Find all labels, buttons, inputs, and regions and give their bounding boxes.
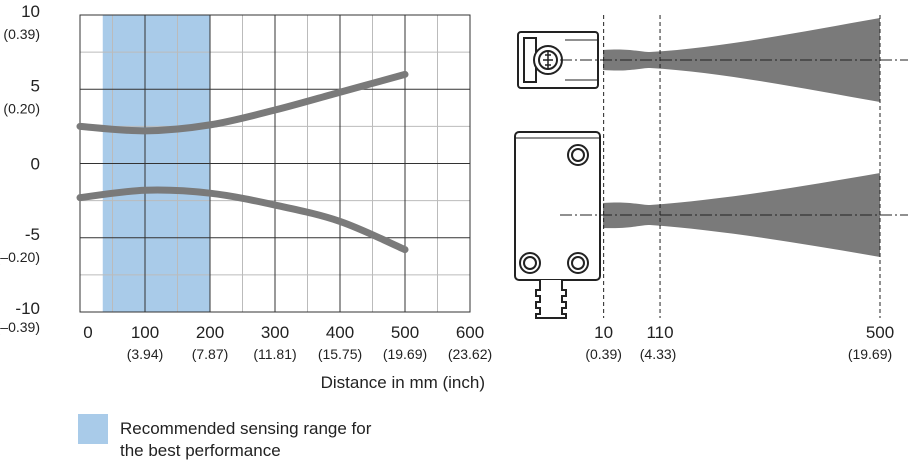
y-tick-label: 10 (21, 2, 40, 21)
beam-shape (603, 18, 880, 257)
distance-label: 10 (594, 323, 613, 342)
sensor-front-view (514, 131, 601, 319)
beam-curve (76, 186, 409, 254)
y-tick-sublabel: (0.39) (3, 26, 40, 42)
x-tick-label: 300 (261, 323, 289, 342)
distance-label: 110 (646, 323, 673, 342)
x-tick-sublabel: (19.69) (383, 346, 427, 362)
x-axis-label: Distance in mm (inch) (321, 373, 485, 392)
y-tick-sublabel: (–0.39) (0, 319, 40, 335)
distance-sublabel: (0.39) (585, 346, 622, 362)
plot-frame (79, 14, 471, 313)
x-tick-label: 400 (326, 323, 354, 342)
legend-swatch (78, 414, 108, 444)
distance-label: 500 (866, 323, 894, 342)
y-tick-sublabel: (–0.20) (0, 249, 40, 265)
beam-curve (76, 70, 409, 135)
y-tick-label: -5 (25, 225, 40, 244)
y-tick-label: 0 (31, 155, 40, 174)
y-tick-label: -10 (15, 299, 40, 318)
x-tick-sublabel: (7.87) (192, 346, 229, 362)
y-tick-label: 5 (31, 76, 40, 95)
x-tick-label: 600 (456, 323, 484, 342)
x-tick-label: 0 (83, 323, 92, 342)
y-tick-sublabel: (0.20) (3, 100, 40, 116)
x-tick-sublabel: (23.62) (448, 346, 492, 362)
x-tick-sublabel: (15.75) (318, 346, 362, 362)
x-tick-label: 500 (391, 323, 419, 342)
x-tick-sublabel: (11.81) (253, 346, 296, 362)
legend-label: Recommended sensing range for the best pe… (120, 419, 372, 460)
distance-sublabel: (4.33) (640, 346, 677, 362)
distance-sublabel: (19.69) (848, 346, 892, 362)
x-tick-sublabel: (3.94) (127, 346, 164, 362)
x-tick-label: 200 (196, 323, 224, 342)
x-tick-label: 100 (131, 323, 159, 342)
optical-axis (560, 59, 908, 216)
sensor-top-view (517, 31, 599, 89)
